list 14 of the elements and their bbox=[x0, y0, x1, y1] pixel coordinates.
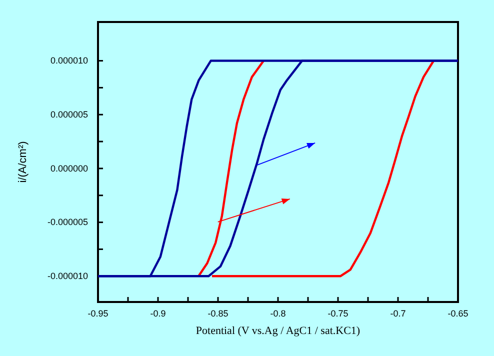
x-tick-label: -0.9 bbox=[150, 308, 166, 318]
x-tick-label: -0.7 bbox=[390, 308, 406, 318]
x-axis-title: Potential (V vs.Ag / AgC1 / sat.KC1) bbox=[196, 325, 360, 337]
y-tick-label: -0.000005 bbox=[47, 217, 88, 228]
x-tick-label: -0.65 bbox=[448, 308, 468, 318]
y-tick-label: 0.000000 bbox=[50, 163, 88, 174]
x-tick-label: -0.75 bbox=[328, 308, 348, 318]
y-tick-label: -0.000010 bbox=[47, 271, 88, 282]
x-tick-label: -0.8 bbox=[270, 308, 286, 318]
y-tick-label: 0.000010 bbox=[50, 56, 88, 66]
x-tick-label: -0.95 bbox=[88, 308, 108, 318]
y-axis-title: i/(A/cm²) bbox=[17, 141, 29, 183]
x-tick-label: -0.85 bbox=[208, 308, 228, 318]
y-tick-label: 0.000005 bbox=[50, 109, 88, 120]
